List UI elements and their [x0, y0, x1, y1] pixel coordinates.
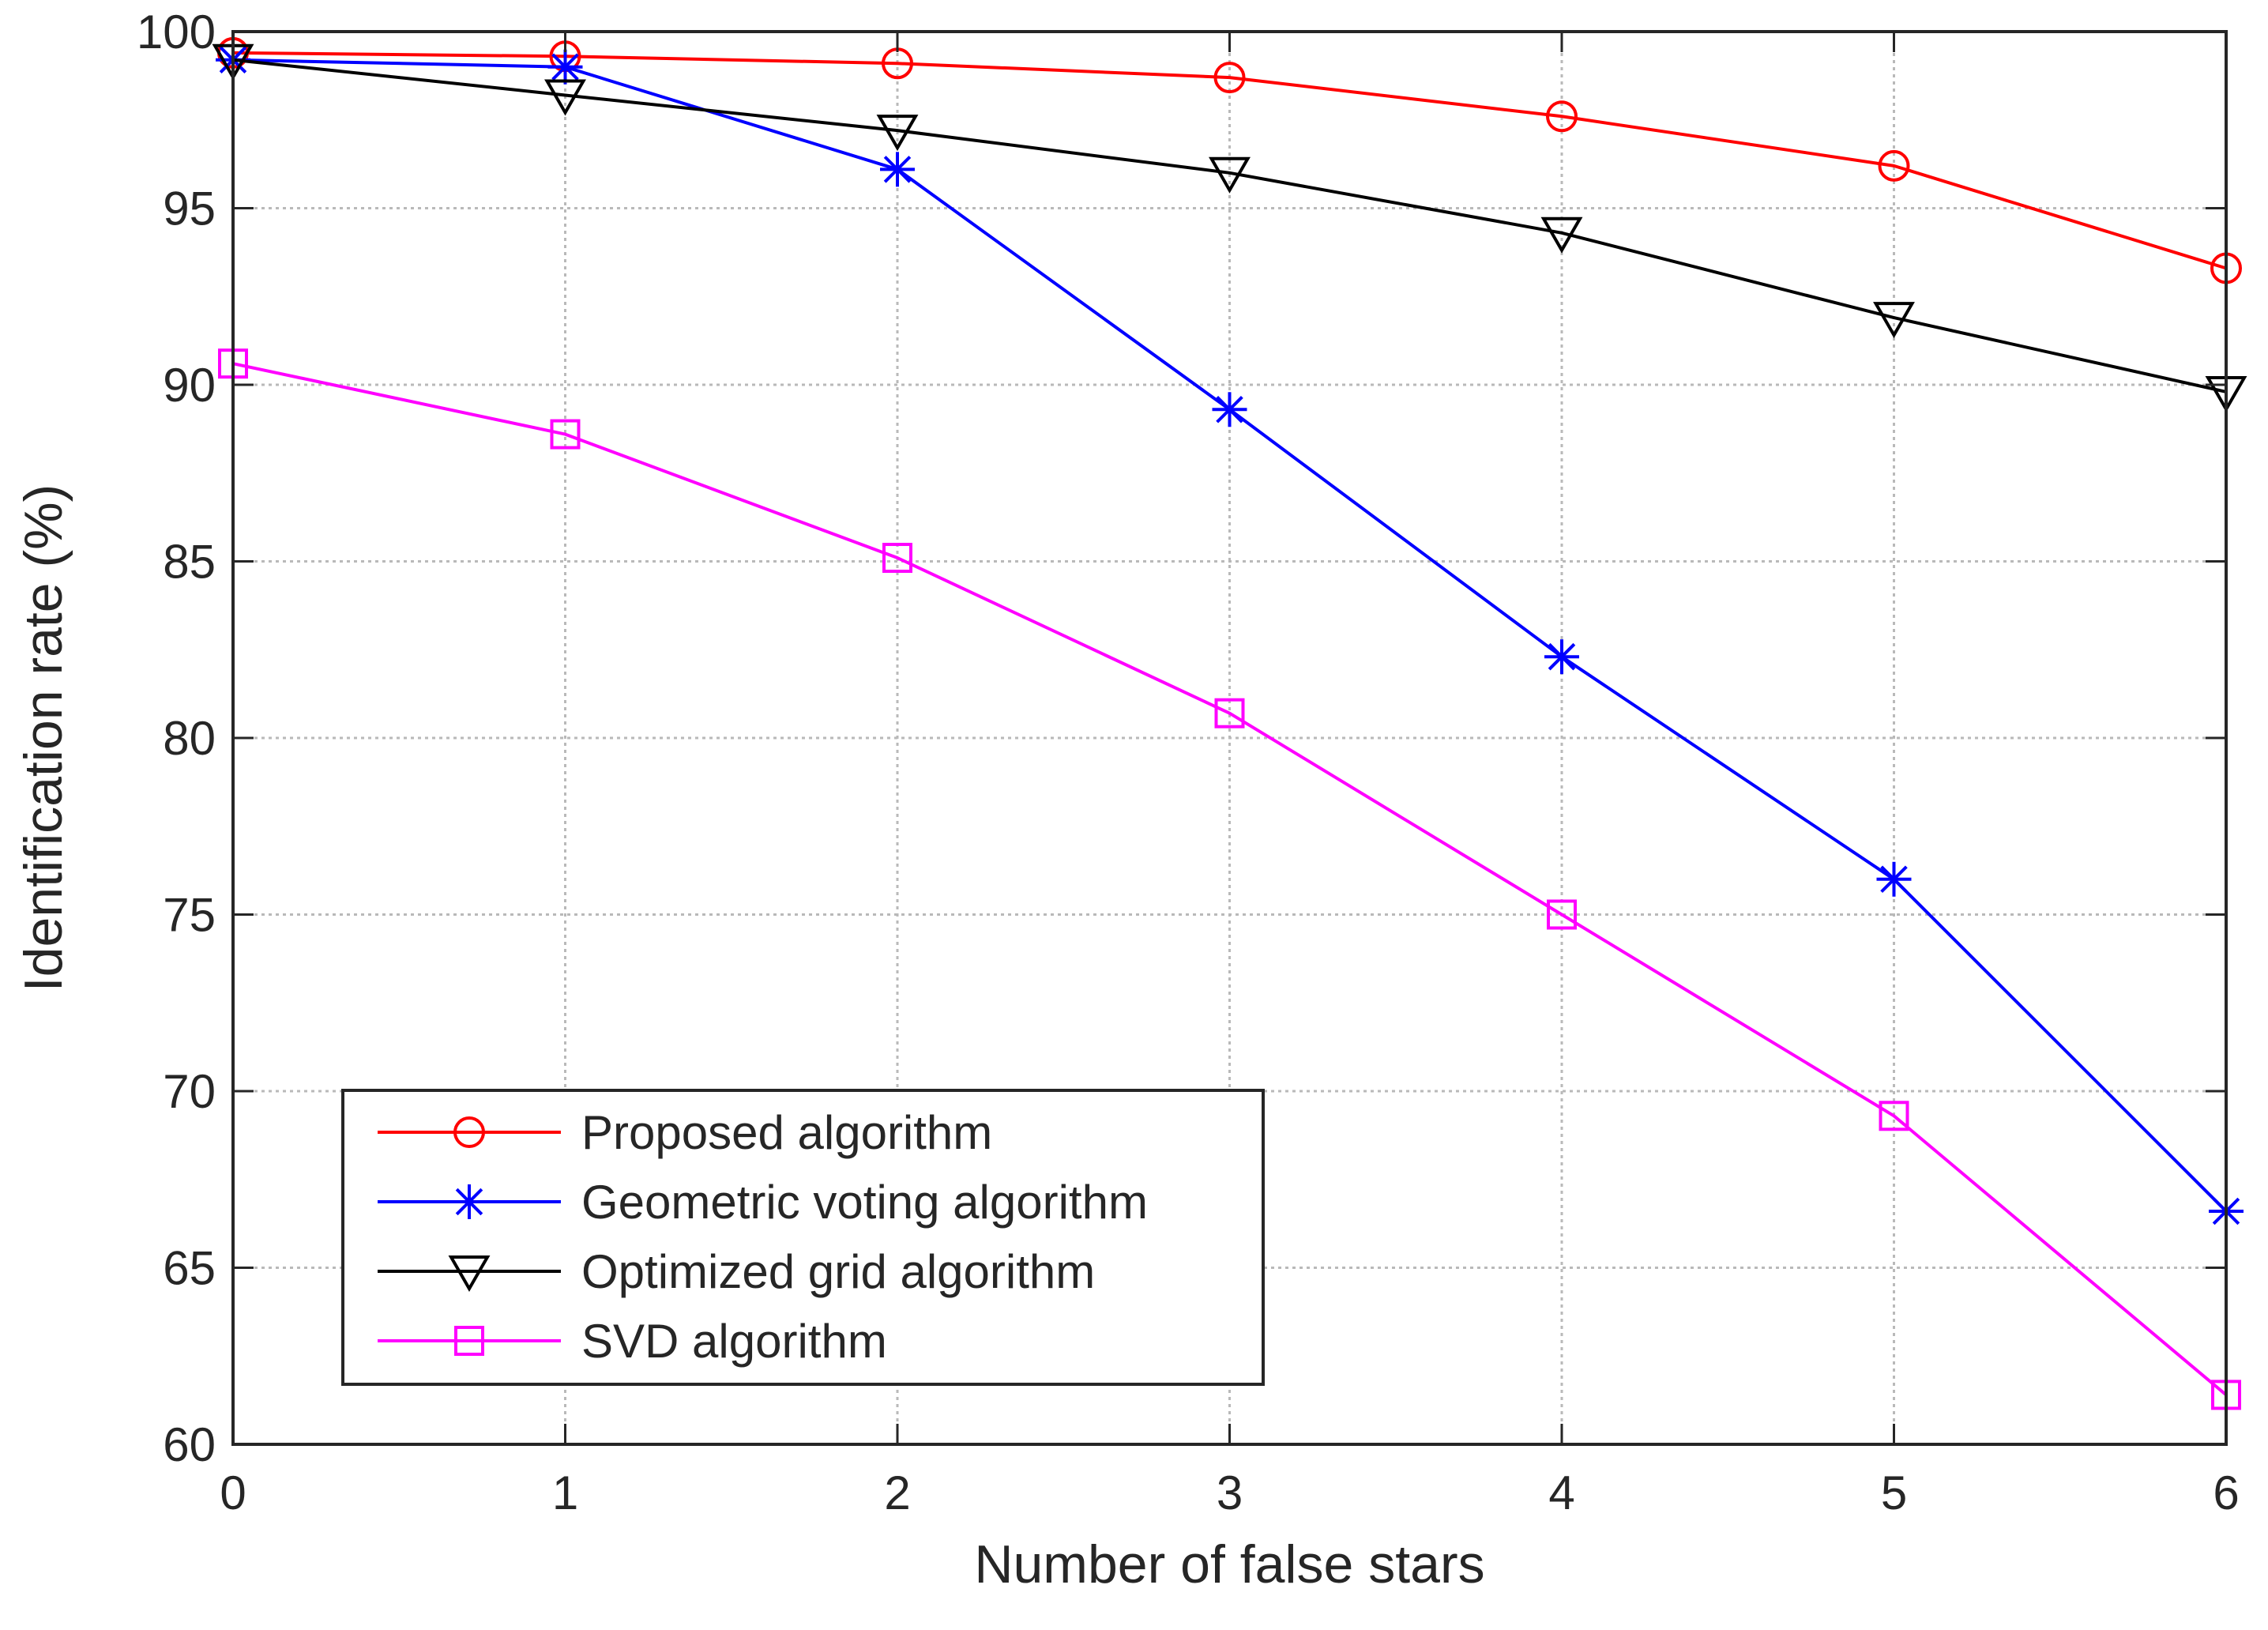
data-point-asterisk: [1544, 639, 1579, 675]
data-point-circle: [1546, 100, 1578, 133]
x-tick-label: 4: [1548, 1466, 1574, 1519]
data-point-triangle-down: [1873, 302, 1915, 339]
data-point-asterisk: [1876, 861, 1912, 897]
y-tick-label: 85: [163, 536, 216, 589]
data-point-triangle-down: [1540, 216, 1583, 254]
y-tick-label: 75: [163, 889, 216, 942]
legend-label: Proposed algorithm: [581, 1106, 992, 1159]
legend-item: Optimized grid algorithm: [378, 1245, 1095, 1298]
data-point-asterisk: [1212, 392, 1247, 427]
legend-item: Proposed algorithm: [378, 1106, 992, 1159]
data-point-triangle-down: [876, 115, 919, 152]
x-tick-label: 0: [220, 1466, 246, 1519]
x-tick-label: 5: [1881, 1466, 1907, 1519]
x-tick-label: 3: [1217, 1466, 1243, 1519]
y-tick-label: 100: [137, 6, 216, 58]
y-tick-labels: 60 65 70 75 80 85 90 95 100: [137, 6, 216, 1471]
y-tick-label: 90: [163, 359, 216, 412]
legend: Proposed algorithm Geometric voting algor…: [341, 1089, 1265, 1386]
data-point-square: [1547, 899, 1577, 930]
legend-marker-triangle-down: [448, 1255, 491, 1293]
legend-marker-circle: [453, 1116, 485, 1148]
data-point-square: [1214, 698, 1245, 728]
y-axis-label: Identification rate (%): [13, 484, 73, 992]
series-line-triangle-down: [232, 58, 2227, 393]
x-axis-label: Number of false stars: [974, 1534, 1484, 1594]
data-point-circle: [1213, 62, 1246, 94]
y-tick-label: 70: [163, 1065, 216, 1118]
legend-label: Optimized grid algorithm: [581, 1245, 1095, 1298]
x-tick-labels: 0 1 2 3 4 5 6: [220, 1466, 2239, 1519]
x-tick-label: 2: [884, 1466, 910, 1519]
data-point-square: [882, 543, 912, 574]
x-tick-label: 6: [2213, 1466, 2239, 1519]
data-point-triangle-down: [544, 79, 586, 116]
data-point-asterisk: [880, 152, 915, 187]
legend-marker-square: [454, 1326, 484, 1356]
legend-item: SVD algorithm: [378, 1315, 887, 1368]
legend-item: Geometric voting algorithm: [378, 1176, 1148, 1229]
legend-label: SVD algorithm: [581, 1315, 887, 1368]
axis-ticks: [231, 30, 2228, 1446]
data-point-square: [550, 419, 581, 450]
y-tick-label: 80: [163, 712, 216, 765]
x-tick-label: 1: [552, 1466, 578, 1519]
data-point-circle: [1878, 149, 1910, 182]
y-tick-label: 65: [163, 1242, 216, 1295]
y-tick-label: 60: [163, 1418, 216, 1471]
legend-marker-asterisk: [452, 1184, 487, 1219]
legend-label: Geometric voting algorithm: [581, 1176, 1148, 1229]
data-point-square: [1879, 1101, 1909, 1131]
series-layer: [212, 36, 2247, 1410]
data-point-triangle-down: [1209, 156, 1251, 194]
y-tick-label: 95: [163, 183, 216, 235]
series-line-square: [232, 362, 2228, 1396]
legend-box: [341, 1089, 1265, 1386]
data-point-asterisk: [547, 49, 583, 85]
